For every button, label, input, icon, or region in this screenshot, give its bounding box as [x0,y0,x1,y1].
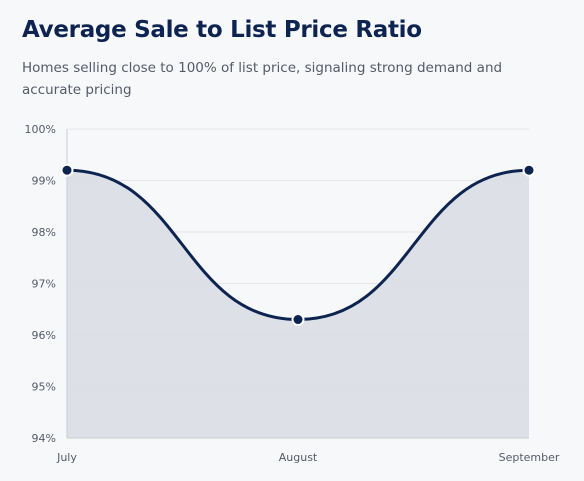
y-tick-label: 98% [32,226,56,239]
x-tick-label: August [279,451,318,464]
y-tick-label: 99% [32,175,56,188]
y-tick-label: 96% [32,329,56,342]
data-point [291,313,305,327]
y-tick-labels: 94% 95% 96% 97% 98% 99% 100% [25,123,56,445]
chart-subtitle: Homes selling close to 100% of list pric… [22,60,503,98]
axes [66,129,529,439]
data-points [60,163,536,327]
y-tick-label: 95% [32,381,56,394]
chart-title: Average Sale to List Price Ratio [22,17,422,43]
data-point [60,163,74,177]
data-point [522,163,536,177]
y-tick-label: 97% [32,278,56,291]
x-tick-labels: July August September [56,451,560,464]
x-tick-label: July [56,451,77,464]
x-tick-label: September [499,451,560,464]
area-fill [67,170,529,438]
y-tick-label: 94% [32,432,56,445]
y-tick-label: 100% [25,123,56,136]
